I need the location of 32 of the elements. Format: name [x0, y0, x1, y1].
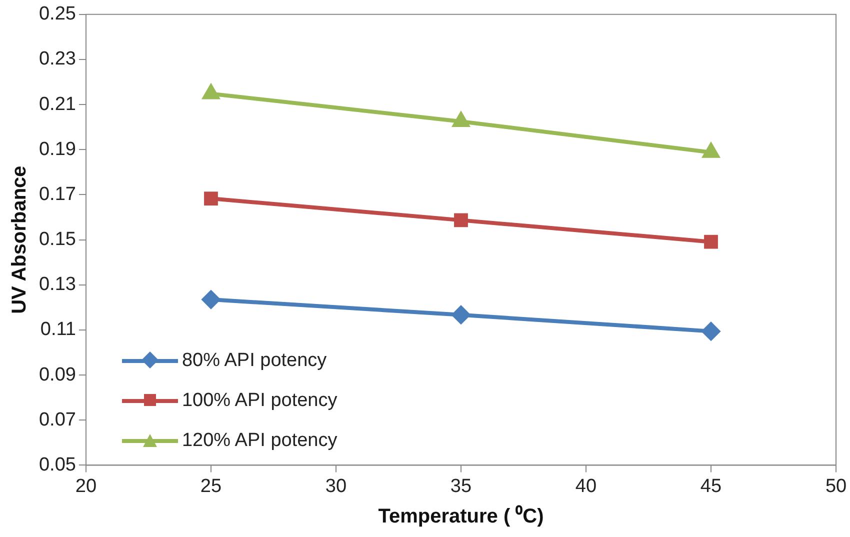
- legend-label: 100% API potency: [182, 390, 338, 412]
- y-tick-label: 0.09: [38, 364, 76, 386]
- y-tick-label: 0.07: [38, 409, 76, 430]
- x-axis-title: Temperature ( ⁰C): [378, 504, 544, 528]
- x-tick-label: 50: [825, 476, 847, 497]
- y-tick-label: 0.15: [38, 229, 76, 250]
- point: [704, 234, 718, 249]
- point: [452, 112, 470, 127]
- y-axis-title: UV Absorbance: [8, 166, 31, 314]
- y-tick-label: 0.23: [38, 48, 76, 70]
- x-tick-label: 30: [325, 476, 347, 497]
- x-tick-label: 40: [575, 476, 597, 497]
- y-tick-label: 0.19: [38, 138, 76, 160]
- legend-label: 120% API potency: [182, 430, 338, 452]
- y-tick-label: 0.17: [38, 184, 76, 205]
- x-tick-label: 25: [200, 476, 222, 497]
- y-tick-label: 0.05: [38, 454, 76, 476]
- point: [202, 290, 220, 309]
- legend-label: 80% API potency: [182, 350, 327, 372]
- y-tick-label: 0.21: [38, 94, 76, 115]
- point: [202, 84, 220, 100]
- y-tick-label: 0.13: [38, 274, 76, 296]
- x-tick-label: 45: [700, 476, 722, 497]
- point: [702, 322, 720, 340]
- point: [702, 143, 720, 158]
- x-tick-label: 20: [75, 476, 97, 497]
- point: [454, 213, 468, 228]
- y-tick-label: 0.25: [38, 4, 76, 25]
- y-tick-label: 0.11: [40, 319, 76, 340]
- x-tick-label: 35: [450, 476, 472, 497]
- point: [452, 306, 470, 324]
- point: [204, 192, 218, 206]
